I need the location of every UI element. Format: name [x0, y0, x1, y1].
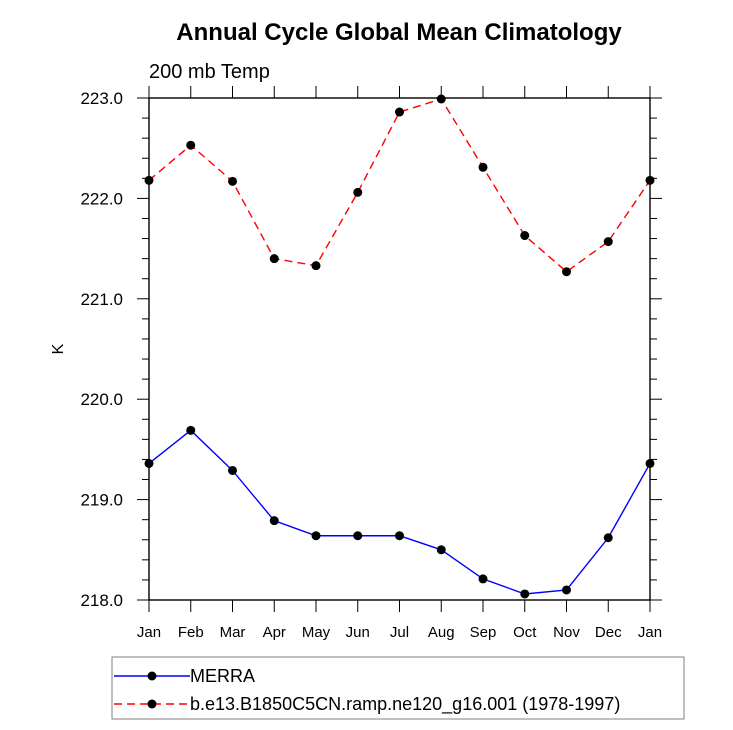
- data-point: [562, 585, 571, 595]
- series-line: [148, 429, 651, 595]
- y-ticks: 218.0 219.0 220.0 221.0 222.0 223.0: [80, 89, 662, 610]
- data-point: [144, 175, 154, 185]
- legend-marker: [147, 671, 157, 681]
- x-tick-label: Dec: [595, 624, 622, 641]
- series-line: [148, 98, 651, 273]
- data-point: [395, 531, 404, 541]
- series-merra: [144, 425, 655, 599]
- data-point: [353, 187, 363, 197]
- data-point: [269, 254, 279, 264]
- legend-item: MERRA: [114, 666, 255, 686]
- x-ticks: Jan Feb Mar Apr May Jun Jul Aug Sep Oct Nov Dec Jan: [137, 86, 662, 641]
- x-tick-label: Jan: [638, 624, 662, 641]
- y-tick-label: 219.0: [80, 491, 123, 510]
- series-group: [144, 94, 655, 599]
- data-point: [436, 94, 446, 104]
- data-point: [311, 261, 321, 271]
- x-tick-label: Jan: [137, 624, 161, 641]
- x-tick-label: May: [302, 624, 331, 641]
- data-point: [311, 531, 321, 541]
- x-tick-label: Mar: [220, 624, 246, 641]
- legend: MERRA b.e13.B1850C5CN.ramp.ne120_g16.001 …: [111, 656, 685, 720]
- data-point: [562, 267, 571, 277]
- x-tick-label: Oct: [513, 624, 537, 641]
- data-point: [353, 531, 363, 541]
- y-tick-label: 218.0: [80, 591, 123, 610]
- data-point: [186, 140, 196, 150]
- data-point: [436, 545, 446, 555]
- x-tick-label: Nov: [553, 624, 580, 641]
- data-point: [520, 231, 530, 241]
- data-point: [144, 458, 154, 468]
- chart-subtitle: 200 mb Temp: [149, 61, 270, 83]
- y-axis-label: K: [50, 343, 67, 354]
- data-point: [603, 533, 613, 543]
- y-tick-label: 223.0: [80, 89, 123, 108]
- data-point: [645, 175, 655, 185]
- data-point: [186, 425, 196, 435]
- x-tick-label: Sep: [470, 624, 497, 641]
- x-tick-label: Jun: [346, 624, 370, 641]
- x-tick-label: Apr: [263, 624, 286, 641]
- legend-item: b.e13.B1850C5CN.ramp.ne120_g16.001 (1978…: [114, 694, 620, 715]
- legend-marker: [147, 699, 157, 709]
- data-point: [228, 465, 237, 475]
- y-tick-label: 221.0: [80, 290, 123, 309]
- x-tick-label: Aug: [428, 624, 455, 641]
- data-point: [603, 237, 613, 247]
- data-point: [645, 458, 655, 468]
- data-point: [269, 516, 279, 526]
- data-point: [228, 176, 237, 186]
- series-model: [144, 94, 655, 277]
- data-point: [478, 574, 488, 584]
- chart-title: Annual Cycle Global Mean Climatology: [176, 19, 622, 46]
- data-point: [478, 162, 488, 172]
- legend-label: b.e13.B1850C5CN.ramp.ne120_g16.001 (1978…: [190, 694, 620, 715]
- x-tick-label: Feb: [178, 624, 204, 641]
- y-tick-label: 220.0: [80, 390, 123, 409]
- data-point: [395, 107, 404, 117]
- legend-label: MERRA: [190, 666, 255, 686]
- y-tick-label: 222.0: [80, 189, 123, 208]
- data-point: [520, 589, 530, 599]
- x-tick-label: Jul: [390, 624, 409, 641]
- legend-box: [111, 656, 685, 720]
